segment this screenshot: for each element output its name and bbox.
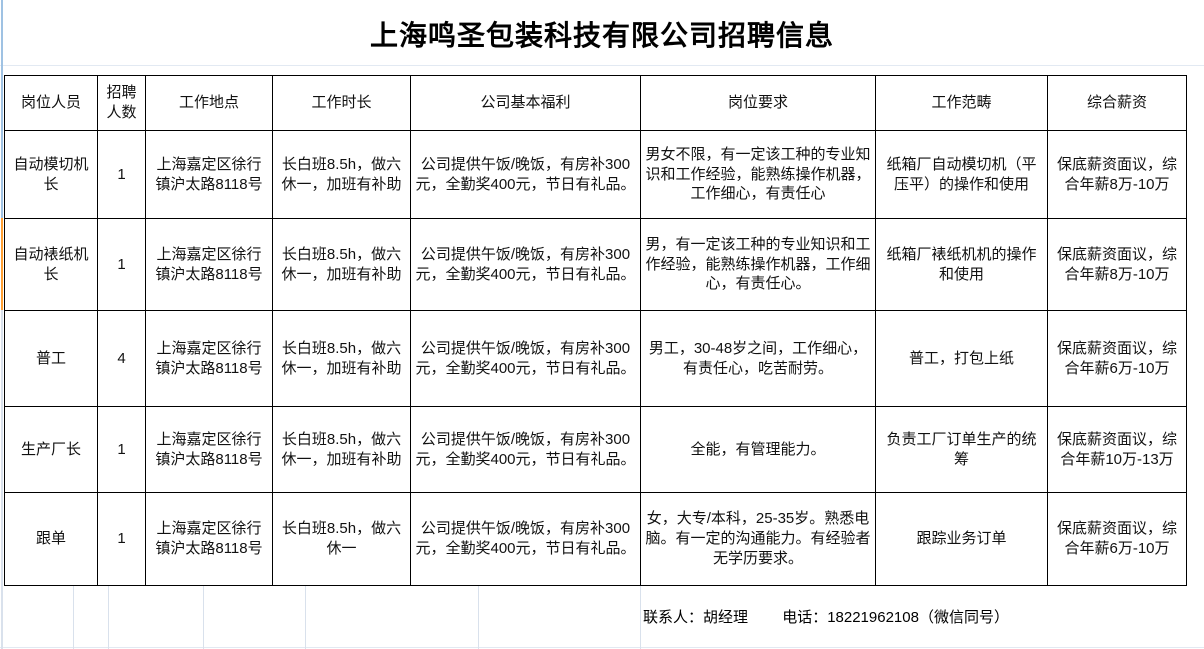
cell-count: 1 (97, 492, 146, 586)
cell-position: 跟单 (4, 492, 98, 586)
cell-scope: 纸箱厂裱纸机机的操作和使用 (875, 218, 1048, 311)
cell-salary: 保底薪资面议，综合年薪6万-10万 (1047, 492, 1187, 586)
column-header-position: 岗位人员 (4, 75, 98, 131)
page-title: 上海鸣圣包装科技有限公司招聘信息 (369, 19, 834, 52)
cell-count: 1 (97, 130, 146, 219)
table-row: 生产厂长 1 上海嘉定区徐行镇沪太路8118号 长白班8.5h，做六休一，加班有… (4, 406, 1187, 493)
sheet-gridline-horizontal (0, 647, 1204, 648)
cell-location: 上海嘉定区徐行镇沪太路8118号 (145, 406, 273, 493)
column-header-count: 招聘人数 (97, 75, 146, 131)
sheet-gridline-vertical (305, 585, 306, 649)
table-row: 普工 4 上海嘉定区徐行镇沪太路8118号 长白班8.5h，做六休一，加班有补助… (4, 310, 1187, 407)
column-header-hours: 工作时长 (272, 75, 411, 131)
table-row: 自动裱纸机长 1 上海嘉定区徐行镇沪太路8118号 长白班8.5h，做六休一，加… (4, 218, 1187, 311)
sheet-gridline-vertical (640, 585, 641, 649)
cell-salary: 保底薪资面议，综合年薪10万-13万 (1047, 406, 1187, 493)
column-header-scope: 工作范畴 (875, 75, 1048, 131)
left-strip-gray (1, 310, 3, 649)
cell-requirements: 女，大专/本科，25-35岁。熟悉电脑。有一定的沟通能力。有经验者无学历要求。 (640, 492, 876, 586)
table-row: 自动模切机长 1 上海嘉定区徐行镇沪太路8118号 长白班8.5h，做六休一，加… (4, 130, 1187, 219)
table-row: 跟单 1 上海嘉定区徐行镇沪太路8118号 长白班8.5h，做六休一 公司提供午… (4, 492, 1187, 586)
cell-benefits: 公司提供午饭/晚饭，有房补300元，全勤奖400元，节日有礼品。 (410, 406, 641, 493)
recruitment-table: 岗位人员 招聘人数 工作地点 工作时长 公司基本福利 岗位要求 工作范畴 综合薪… (4, 75, 1187, 586)
cell-position: 普工 (4, 310, 98, 407)
column-header-location: 工作地点 (145, 75, 273, 131)
contact-person: 联系人：胡经理 (643, 609, 749, 626)
cell-requirements: 全能，有管理能力。 (640, 406, 876, 493)
cell-hours: 长白班8.5h，做六休一，加班有补助 (272, 130, 411, 219)
cell-position: 自动裱纸机长 (4, 218, 98, 311)
cell-location: 上海嘉定区徐行镇沪太路8118号 (145, 310, 273, 407)
cell-count: 1 (97, 406, 146, 493)
sheet-gridline-vertical (108, 585, 109, 649)
cell-benefits: 公司提供午饭/晚饭，有房补300元，全勤奖400元，节日有礼品。 (410, 130, 641, 219)
cell-hours: 长白班8.5h，做六休一 (272, 492, 411, 586)
column-header-salary: 综合薪资 (1047, 75, 1187, 131)
cell-scope: 负责工厂订单生产的统筹 (875, 406, 1048, 493)
cell-scope: 跟踪业务订单 (875, 492, 1048, 586)
cell-benefits: 公司提供午饭/晚饭，有房补300元，全勤奖400元，节日有礼品。 (410, 492, 641, 586)
left-strip-orange (1, 218, 3, 310)
column-header-benefits: 公司基本福利 (410, 75, 641, 131)
cell-scope: 纸箱厂自动模切机（平压平）的操作和使用 (875, 130, 1048, 219)
cell-hours: 长白班8.5h，做六休一，加班有补助 (272, 310, 411, 407)
column-header-requirements: 岗位要求 (640, 75, 876, 131)
cell-hours: 长白班8.5h，做六休一，加班有补助 (272, 406, 411, 493)
cell-position: 生产厂长 (4, 406, 98, 493)
cell-benefits: 公司提供午饭/晚饭，有房补300元，全勤奖400元，节日有礼品。 (410, 310, 641, 407)
sheet-gridline-vertical (73, 585, 74, 649)
cell-requirements: 男，有一定该工种的专业知识和工作经验，能熟练操作机器，工作细心，有责任心。 (640, 218, 876, 311)
sheet-gridline-vertical (478, 585, 479, 649)
sheet-gridline-horizontal (0, 65, 1204, 66)
cell-location: 上海嘉定区徐行镇沪太路8118号 (145, 492, 273, 586)
contact-info: 联系人：胡经理 电话：18221962108（微信同号） (643, 608, 1009, 628)
cell-location: 上海嘉定区徐行镇沪太路8118号 (145, 218, 273, 311)
cell-salary: 保底薪资面议，综合年薪8万-10万 (1047, 218, 1187, 311)
cell-location: 上海嘉定区徐行镇沪太路8118号 (145, 130, 273, 219)
cell-position: 自动模切机长 (4, 130, 98, 219)
cell-requirements: 男女不限，有一定该工种的专业知识和工作经验，能熟练操作机器，工作细心，有责任心 (640, 130, 876, 219)
left-strip-blue (1, 0, 3, 218)
cell-scope: 普工，打包上纸 (875, 310, 1048, 407)
contact-phone: 电话：18221962108（微信同号） (782, 609, 1009, 626)
cell-benefits: 公司提供午饭/晚饭，有房补300元，全勤奖400元，节日有礼品。 (410, 218, 641, 311)
cell-requirements: 男工，30-48岁之间，工作细心，有责任心，吃苦耐劳。 (640, 310, 876, 407)
cell-salary: 保底薪资面议，综合年薪6万-10万 (1047, 310, 1187, 407)
cell-count: 1 (97, 218, 146, 311)
cell-hours: 长白班8.5h，做六休一，加班有补助 (272, 218, 411, 311)
header-row: 岗位人员 招聘人数 工作地点 工作时长 公司基本福利 岗位要求 工作范畴 综合薪… (4, 75, 1187, 131)
cell-salary: 保底薪资面议，综合年薪8万-10万 (1047, 130, 1187, 219)
sheet-gridline-vertical (203, 585, 204, 649)
cell-count: 4 (97, 310, 146, 407)
